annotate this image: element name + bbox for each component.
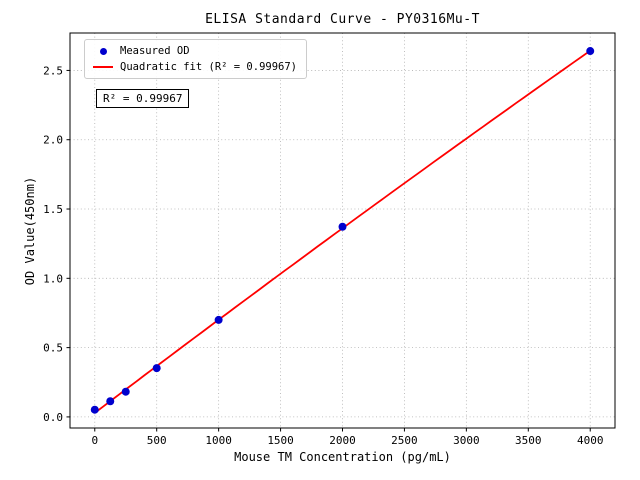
legend-item-quadratic-fit: Quadratic fit (R² = 0.99967) <box>92 61 297 73</box>
x-tick-label: 0 <box>91 434 98 447</box>
legend-label-quadratic-fit: Quadratic fit (R² = 0.99967) <box>120 61 298 73</box>
legend: Measured OD Quadratic fit (R² = 0.99967) <box>84 39 308 79</box>
legend-label-measured-od: Measured OD <box>120 45 190 57</box>
data-point <box>106 397 115 406</box>
y-tick-label: 2.5 <box>43 64 63 77</box>
x-tick-label: 3500 <box>515 434 542 447</box>
y-axis-label: OD Value(450nm) <box>23 176 37 286</box>
y-tick-label: 0.0 <box>43 411 63 424</box>
x-tick-label: 2500 <box>391 434 418 447</box>
x-tick-label: 1500 <box>267 434 294 447</box>
y-tick-label: 1.5 <box>43 203 63 216</box>
data-point <box>586 47 595 56</box>
x-tick-label: 4000 <box>577 434 604 447</box>
legend-line-icon <box>93 66 113 68</box>
data-point <box>214 315 223 324</box>
x-tick-label: 500 <box>147 434 167 447</box>
y-tick-label: 2.0 <box>43 134 63 147</box>
data-point <box>121 387 130 396</box>
x-axis-label: Mouse TM Concentration (pg/mL) <box>234 450 451 464</box>
data-point <box>90 405 99 414</box>
x-tick-label: 3000 <box>453 434 480 447</box>
x-tick-label: 2000 <box>329 434 356 447</box>
legend-item-measured-od: Measured OD <box>92 45 297 57</box>
r-squared-annotation: R² = 0.99967 <box>96 89 190 108</box>
chart-title: ELISA Standard Curve - PY0316Mu-T <box>205 12 480 27</box>
legend-dot-icon <box>99 47 107 55</box>
x-tick-label: 1000 <box>205 434 232 447</box>
data-point <box>152 364 161 373</box>
legend-swatch <box>92 47 114 55</box>
y-tick-label: 1.0 <box>43 272 63 285</box>
y-tick-label: 0.5 <box>43 342 63 355</box>
legend-swatch <box>92 66 114 68</box>
data-point <box>338 222 347 231</box>
